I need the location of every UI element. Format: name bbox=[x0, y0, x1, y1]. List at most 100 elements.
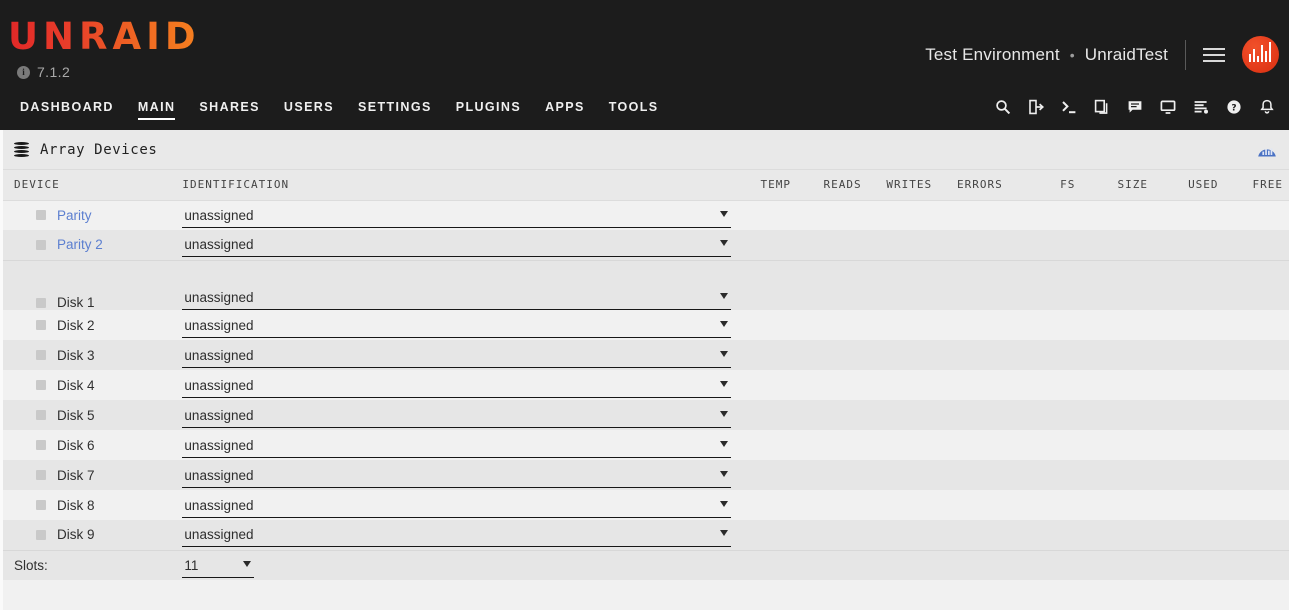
table-row[interactable]: Disk 2 unassigned bbox=[0, 310, 1289, 340]
device-assignment-select[interactable]: unassigned bbox=[182, 232, 731, 258]
device-status-indicator bbox=[36, 410, 46, 420]
device-assignment-select[interactable]: unassigned bbox=[182, 433, 731, 458]
device-assignment-select[interactable]: unassigned bbox=[182, 403, 731, 428]
temp-cell bbox=[736, 340, 798, 370]
top-header-bar: UNRAID i 7.1.2 Test Environment • Unraid… bbox=[0, 0, 1289, 130]
array-devices-panel: Array Devices DEVICE IDENTIFICATION TEMP… bbox=[0, 130, 1289, 588]
size-cell bbox=[1081, 310, 1154, 340]
table-row[interactable]: Disk 5 unassigned bbox=[0, 400, 1289, 430]
device-assignment-select[interactable]: unassigned bbox=[182, 203, 731, 228]
device-name-label[interactable]: Disk 8 bbox=[57, 497, 95, 513]
chevron-down-icon bbox=[719, 240, 728, 247]
table-row[interactable]: Disk 9 unassigned bbox=[0, 520, 1289, 550]
device-assignment-select[interactable]: unassigned bbox=[182, 463, 731, 488]
reads-cell bbox=[797, 310, 868, 340]
nav-item-settings[interactable]: SETTINGS bbox=[357, 100, 432, 114]
used-cell bbox=[1154, 460, 1225, 490]
column-header-size[interactable]: SIZE bbox=[1081, 170, 1154, 201]
device-name-label[interactable]: Disk 2 bbox=[57, 317, 95, 333]
device-name-label[interactable]: Disk 6 bbox=[57, 437, 95, 453]
info-circle-icon[interactable]: i bbox=[17, 65, 30, 79]
temp-cell bbox=[736, 490, 798, 520]
used-cell bbox=[1154, 400, 1225, 430]
slots-label-cell: Slots: bbox=[0, 549, 177, 580]
fs-cell bbox=[1008, 260, 1082, 310]
sign-out-icon[interactable] bbox=[1025, 96, 1046, 117]
hamburger-menu-icon[interactable] bbox=[1203, 47, 1225, 62]
free-cell bbox=[1224, 490, 1289, 520]
errors-cell bbox=[938, 460, 1009, 490]
server-name-label: UnraidTest bbox=[1084, 44, 1168, 64]
nav-item-shares[interactable]: SHARES bbox=[199, 100, 260, 114]
used-cell bbox=[1154, 340, 1225, 370]
terminal-icon[interactable] bbox=[1058, 96, 1079, 117]
device-assignment-value: unassigned bbox=[184, 237, 254, 253]
device-assignment-select[interactable]: unassigned bbox=[182, 373, 731, 398]
device-name-label[interactable]: Disk 3 bbox=[57, 347, 95, 363]
search-icon[interactable] bbox=[992, 96, 1013, 117]
user-avatar-graph-icon[interactable] bbox=[1242, 36, 1279, 73]
dashboard-gauge-icon[interactable] bbox=[1257, 141, 1277, 159]
table-row[interactable]: Disk 3 unassigned bbox=[0, 340, 1289, 370]
column-header-identification[interactable]: IDENTIFICATION bbox=[176, 170, 737, 201]
device-name-label[interactable]: Disk 4 bbox=[57, 377, 95, 393]
nav-item-users[interactable]: USERS bbox=[283, 100, 334, 114]
log-list-icon[interactable] bbox=[1190, 96, 1211, 117]
device-name-label[interactable]: Disk 1 bbox=[57, 295, 95, 310]
column-header-fs[interactable]: FS bbox=[1008, 170, 1082, 201]
device-name-label[interactable]: Disk 9 bbox=[57, 527, 95, 543]
chevron-down-icon bbox=[719, 210, 728, 217]
device-name-label[interactable]: Disk 5 bbox=[57, 407, 95, 423]
device-name-link[interactable]: Parity 2 bbox=[57, 237, 103, 253]
errors-cell bbox=[938, 490, 1009, 520]
help-circle-icon[interactable]: ? bbox=[1223, 96, 1244, 117]
device-assignment-select[interactable]: unassigned bbox=[182, 493, 731, 518]
column-header-reads[interactable]: READS bbox=[797, 170, 868, 201]
device-cell: Disk 9 bbox=[0, 520, 177, 550]
column-header-device[interactable]: DEVICE bbox=[0, 170, 177, 201]
svg-text:?: ? bbox=[1231, 103, 1236, 113]
nav-item-tools[interactable]: TOOLS bbox=[608, 100, 659, 114]
slots-select[interactable]: 11 bbox=[182, 553, 255, 578]
monitor-icon[interactable] bbox=[1157, 96, 1178, 117]
writes-cell bbox=[867, 260, 939, 310]
device-assignment-select[interactable]: unassigned bbox=[182, 343, 731, 368]
errors-cell bbox=[938, 370, 1009, 400]
column-header-writes[interactable]: WRITES bbox=[867, 170, 939, 201]
column-header-free[interactable]: FREE bbox=[1224, 170, 1289, 201]
column-header-temp[interactable]: TEMP bbox=[736, 170, 798, 201]
size-cell bbox=[1081, 200, 1154, 230]
size-cell bbox=[1081, 340, 1154, 370]
slots-row: Slots: 11 bbox=[0, 549, 1289, 580]
bell-icon[interactable] bbox=[1256, 96, 1277, 117]
unraid-logo[interactable]: UNRAID bbox=[8, 15, 201, 58]
reads-cell bbox=[797, 430, 868, 460]
device-name-link[interactable]: Parity bbox=[57, 207, 92, 223]
device-name-label[interactable]: Disk 7 bbox=[57, 467, 95, 483]
column-header-used[interactable]: USED bbox=[1154, 170, 1225, 201]
device-assignment-select[interactable]: unassigned bbox=[182, 313, 731, 338]
device-assignment-value: unassigned bbox=[184, 437, 254, 453]
table-row[interactable]: Disk 7 unassigned bbox=[0, 460, 1289, 490]
table-row[interactable]: Parity unassigned bbox=[0, 200, 1289, 230]
table-row[interactable]: Disk 1 unassigned bbox=[0, 260, 1289, 310]
docker-copy-icon[interactable] bbox=[1091, 96, 1112, 117]
column-header-errors[interactable]: ERRORS bbox=[938, 170, 1009, 201]
table-row[interactable]: Disk 6 unassigned bbox=[0, 430, 1289, 460]
nav-item-apps[interactable]: APPS bbox=[545, 100, 585, 114]
errors-cell bbox=[938, 200, 1009, 230]
nav-item-plugins[interactable]: PLUGINS bbox=[455, 100, 522, 114]
size-cell bbox=[1081, 460, 1154, 490]
table-row[interactable]: Disk 8 unassigned bbox=[0, 490, 1289, 520]
chevron-down-icon bbox=[719, 350, 728, 357]
device-assignment-select[interactable]: unassigned bbox=[182, 522, 731, 548]
table-row[interactable]: Parity 2 unassigned bbox=[0, 230, 1289, 261]
nav-item-main[interactable]: MAIN bbox=[126, 100, 188, 120]
writes-cell bbox=[867, 370, 939, 400]
chat-icon[interactable] bbox=[1124, 96, 1145, 117]
chevron-down-icon bbox=[719, 500, 728, 507]
table-row[interactable]: Disk 4 unassigned bbox=[0, 370, 1289, 400]
device-assignment-select[interactable]: unassigned bbox=[182, 285, 731, 310]
nav-item-dashboard[interactable]: DASHBOARD bbox=[20, 100, 114, 114]
nav-item-list: DASHBOARD MAIN SHARES USERS SETTINGS PLU… bbox=[0, 100, 671, 120]
